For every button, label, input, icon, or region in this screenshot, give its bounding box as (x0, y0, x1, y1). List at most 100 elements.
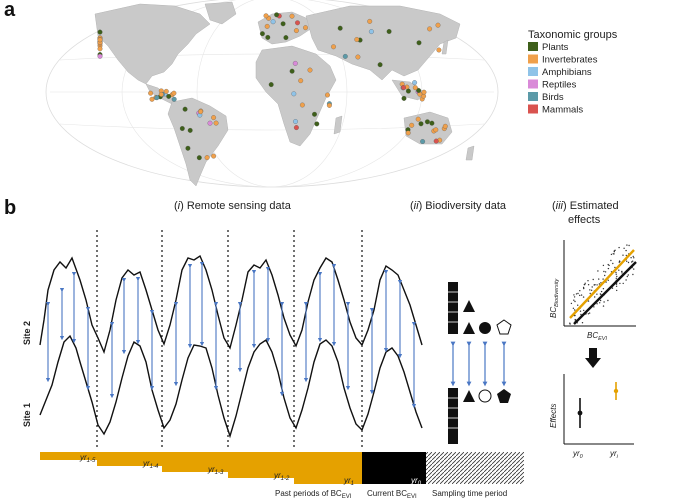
site-dot (354, 37, 360, 42)
scatter-point (602, 278, 604, 280)
scatter-point (599, 302, 601, 304)
site-dot (424, 119, 430, 125)
site-dot (263, 13, 269, 19)
header-estimated-effects-line1: (iii) Estimated (552, 200, 619, 212)
scatter-point (593, 306, 595, 308)
scatter-point (610, 259, 612, 262)
triangle-site2-b (463, 322, 475, 334)
site-dot (154, 95, 160, 101)
site-dot (325, 92, 330, 98)
site-dot (368, 29, 374, 35)
scatter-point (614, 266, 616, 269)
legend-label-reptiles: Reptiles (542, 80, 577, 91)
timeline-bar-1 (40, 452, 97, 460)
site-dot (418, 121, 424, 127)
scatter-point (602, 264, 605, 267)
circle-site2 (479, 322, 491, 334)
timeline-label-yr0: yr0 (410, 476, 422, 487)
site-dot (293, 28, 299, 34)
scatter-point (603, 301, 605, 303)
site-dot (326, 102, 332, 108)
circle-site1 (478, 389, 492, 403)
site-dot (342, 53, 348, 59)
regression-line-past (569, 249, 635, 319)
effect-point-yri (613, 388, 619, 394)
panel-a-letter: a (4, 0, 16, 21)
scatter-point (627, 261, 630, 264)
scatter-point (596, 303, 598, 305)
site-dot (187, 127, 193, 133)
scatter-point (607, 279, 609, 281)
asia (305, 5, 461, 81)
site-dot (412, 80, 418, 86)
scatter-point (600, 290, 603, 293)
scatter-point (579, 294, 581, 297)
site-dot (293, 119, 298, 124)
legend-swatch-birds (528, 92, 538, 101)
timeline-bar-5 (294, 452, 362, 484)
site-dot (367, 18, 373, 24)
timeline-bar-2 (97, 452, 162, 466)
site-dot (182, 106, 188, 112)
scatter-point (589, 292, 591, 295)
site-dot (415, 116, 421, 122)
scatter-point (615, 271, 617, 274)
scatter-point (573, 299, 575, 301)
scatter-point (618, 269, 620, 271)
timeline-bar-4 (228, 452, 294, 478)
scatter-point (602, 288, 605, 290)
biodiversity-arrows (450, 341, 507, 387)
africa (255, 45, 337, 147)
scatter-point (589, 289, 591, 291)
past-periods-label: Past periods of BCEVI (275, 489, 352, 500)
site-dot (149, 96, 155, 102)
scatter-point (580, 294, 583, 296)
scatter-point (583, 287, 585, 290)
scatter-point (622, 254, 624, 256)
site-dot (166, 93, 172, 99)
scatter-point (582, 286, 585, 289)
scatter-point (621, 270, 623, 273)
legend-label-plants: Plants (542, 42, 569, 53)
scatter-point (587, 284, 590, 286)
scatter-point (583, 283, 586, 286)
scatter-point (618, 260, 621, 262)
scatter-point (591, 286, 593, 288)
scatter-point (612, 253, 614, 255)
scatter-point (584, 282, 586, 284)
scatter-point (573, 296, 576, 298)
site-dot (213, 120, 219, 126)
site-dot (265, 34, 271, 40)
scatter-point (608, 264, 610, 267)
scatter-xlabel: BCEVI (587, 331, 607, 342)
scatter-point (588, 312, 591, 314)
timeline-label-yr1-4: yr1-4 (142, 459, 159, 470)
scatter-point (615, 285, 618, 287)
scatter-point (579, 290, 581, 292)
site-dot (416, 88, 422, 93)
site-dot (405, 130, 411, 136)
period-separators (96, 230, 363, 448)
scatter-point (594, 296, 596, 298)
scatter-point (615, 277, 617, 279)
site-dot (429, 120, 435, 126)
madagascar (333, 115, 343, 135)
scatter-point (611, 287, 614, 289)
site-dot (158, 91, 164, 97)
site-dot (436, 47, 442, 53)
sampling-label: Sampling time period (432, 489, 507, 498)
site-dots (97, 12, 448, 161)
scatter-point (604, 274, 606, 277)
legend-label-birds: Birds (542, 92, 564, 103)
scatter-point (626, 260, 628, 262)
scatter-point (632, 255, 634, 258)
japan (441, 39, 449, 55)
scatter-point (626, 244, 628, 246)
site-dot (207, 120, 213, 126)
scatter-point (587, 280, 589, 282)
scatter-point (597, 270, 599, 272)
scatter-point (570, 302, 573, 305)
site-dot (355, 54, 361, 60)
timeline-label-yr1-5: yr1-5 (79, 453, 96, 464)
